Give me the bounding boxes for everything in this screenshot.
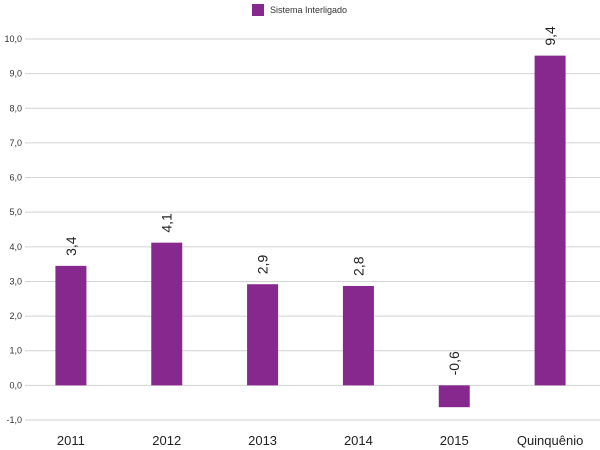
x-axis-ticks: 2011 2012 2013 2014 2015 Quinquênio <box>57 433 583 448</box>
y-tick-label: 7,0 <box>9 138 22 148</box>
y-tick-label: 4,0 <box>9 242 22 252</box>
bars <box>55 55 566 408</box>
data-label: 4,1 <box>159 213 175 233</box>
y-tick-label: 2,0 <box>9 311 22 321</box>
data-label: -0,6 <box>446 351 462 375</box>
bar <box>247 284 279 386</box>
data-label: 2,9 <box>255 255 271 275</box>
gridlines <box>25 38 600 421</box>
x-tick-label: Quinquênio <box>517 433 584 448</box>
legend-swatch <box>252 4 264 16</box>
x-tick-label: 2011 <box>57 433 85 448</box>
legend-label: Sistema Interligado <box>270 5 347 15</box>
x-tick-label: 2013 <box>248 433 277 448</box>
data-label: 2,8 <box>350 256 366 276</box>
y-tick-label: 1,0 <box>9 346 22 356</box>
y-tick-label: 0,0 <box>9 380 22 390</box>
bar <box>534 55 566 386</box>
bar <box>151 242 183 386</box>
bar <box>342 285 374 386</box>
data-labels: 3,4 4,1 2,9 2,8 -0,6 9,4 <box>63 26 558 375</box>
x-tick-label: 2014 <box>344 433 373 448</box>
bar <box>438 385 470 408</box>
y-tick-label: 5,0 <box>9 207 22 217</box>
y-tick-label: 9,0 <box>9 69 22 79</box>
data-label: 9,4 <box>542 26 558 46</box>
y-tick-label: 10,0 <box>4 34 22 44</box>
legend: Sistema Interligado <box>252 4 347 16</box>
y-tick-label: 8,0 <box>9 103 22 113</box>
y-tick-label: 3,0 <box>9 276 22 286</box>
x-tick-label: 2012 <box>152 433 181 448</box>
y-axis-ticks: -1,0 0,0 1,0 2,0 3,0 4,0 5,0 6,0 7,0 8,0 9,0 10,0 <box>4 34 22 425</box>
x-tick-label: 2015 <box>440 433 469 448</box>
y-tick-label: 6,0 <box>9 173 22 183</box>
bar <box>55 265 87 386</box>
data-label: 3,4 <box>63 236 79 256</box>
y-tick-label: -1,0 <box>6 415 22 425</box>
